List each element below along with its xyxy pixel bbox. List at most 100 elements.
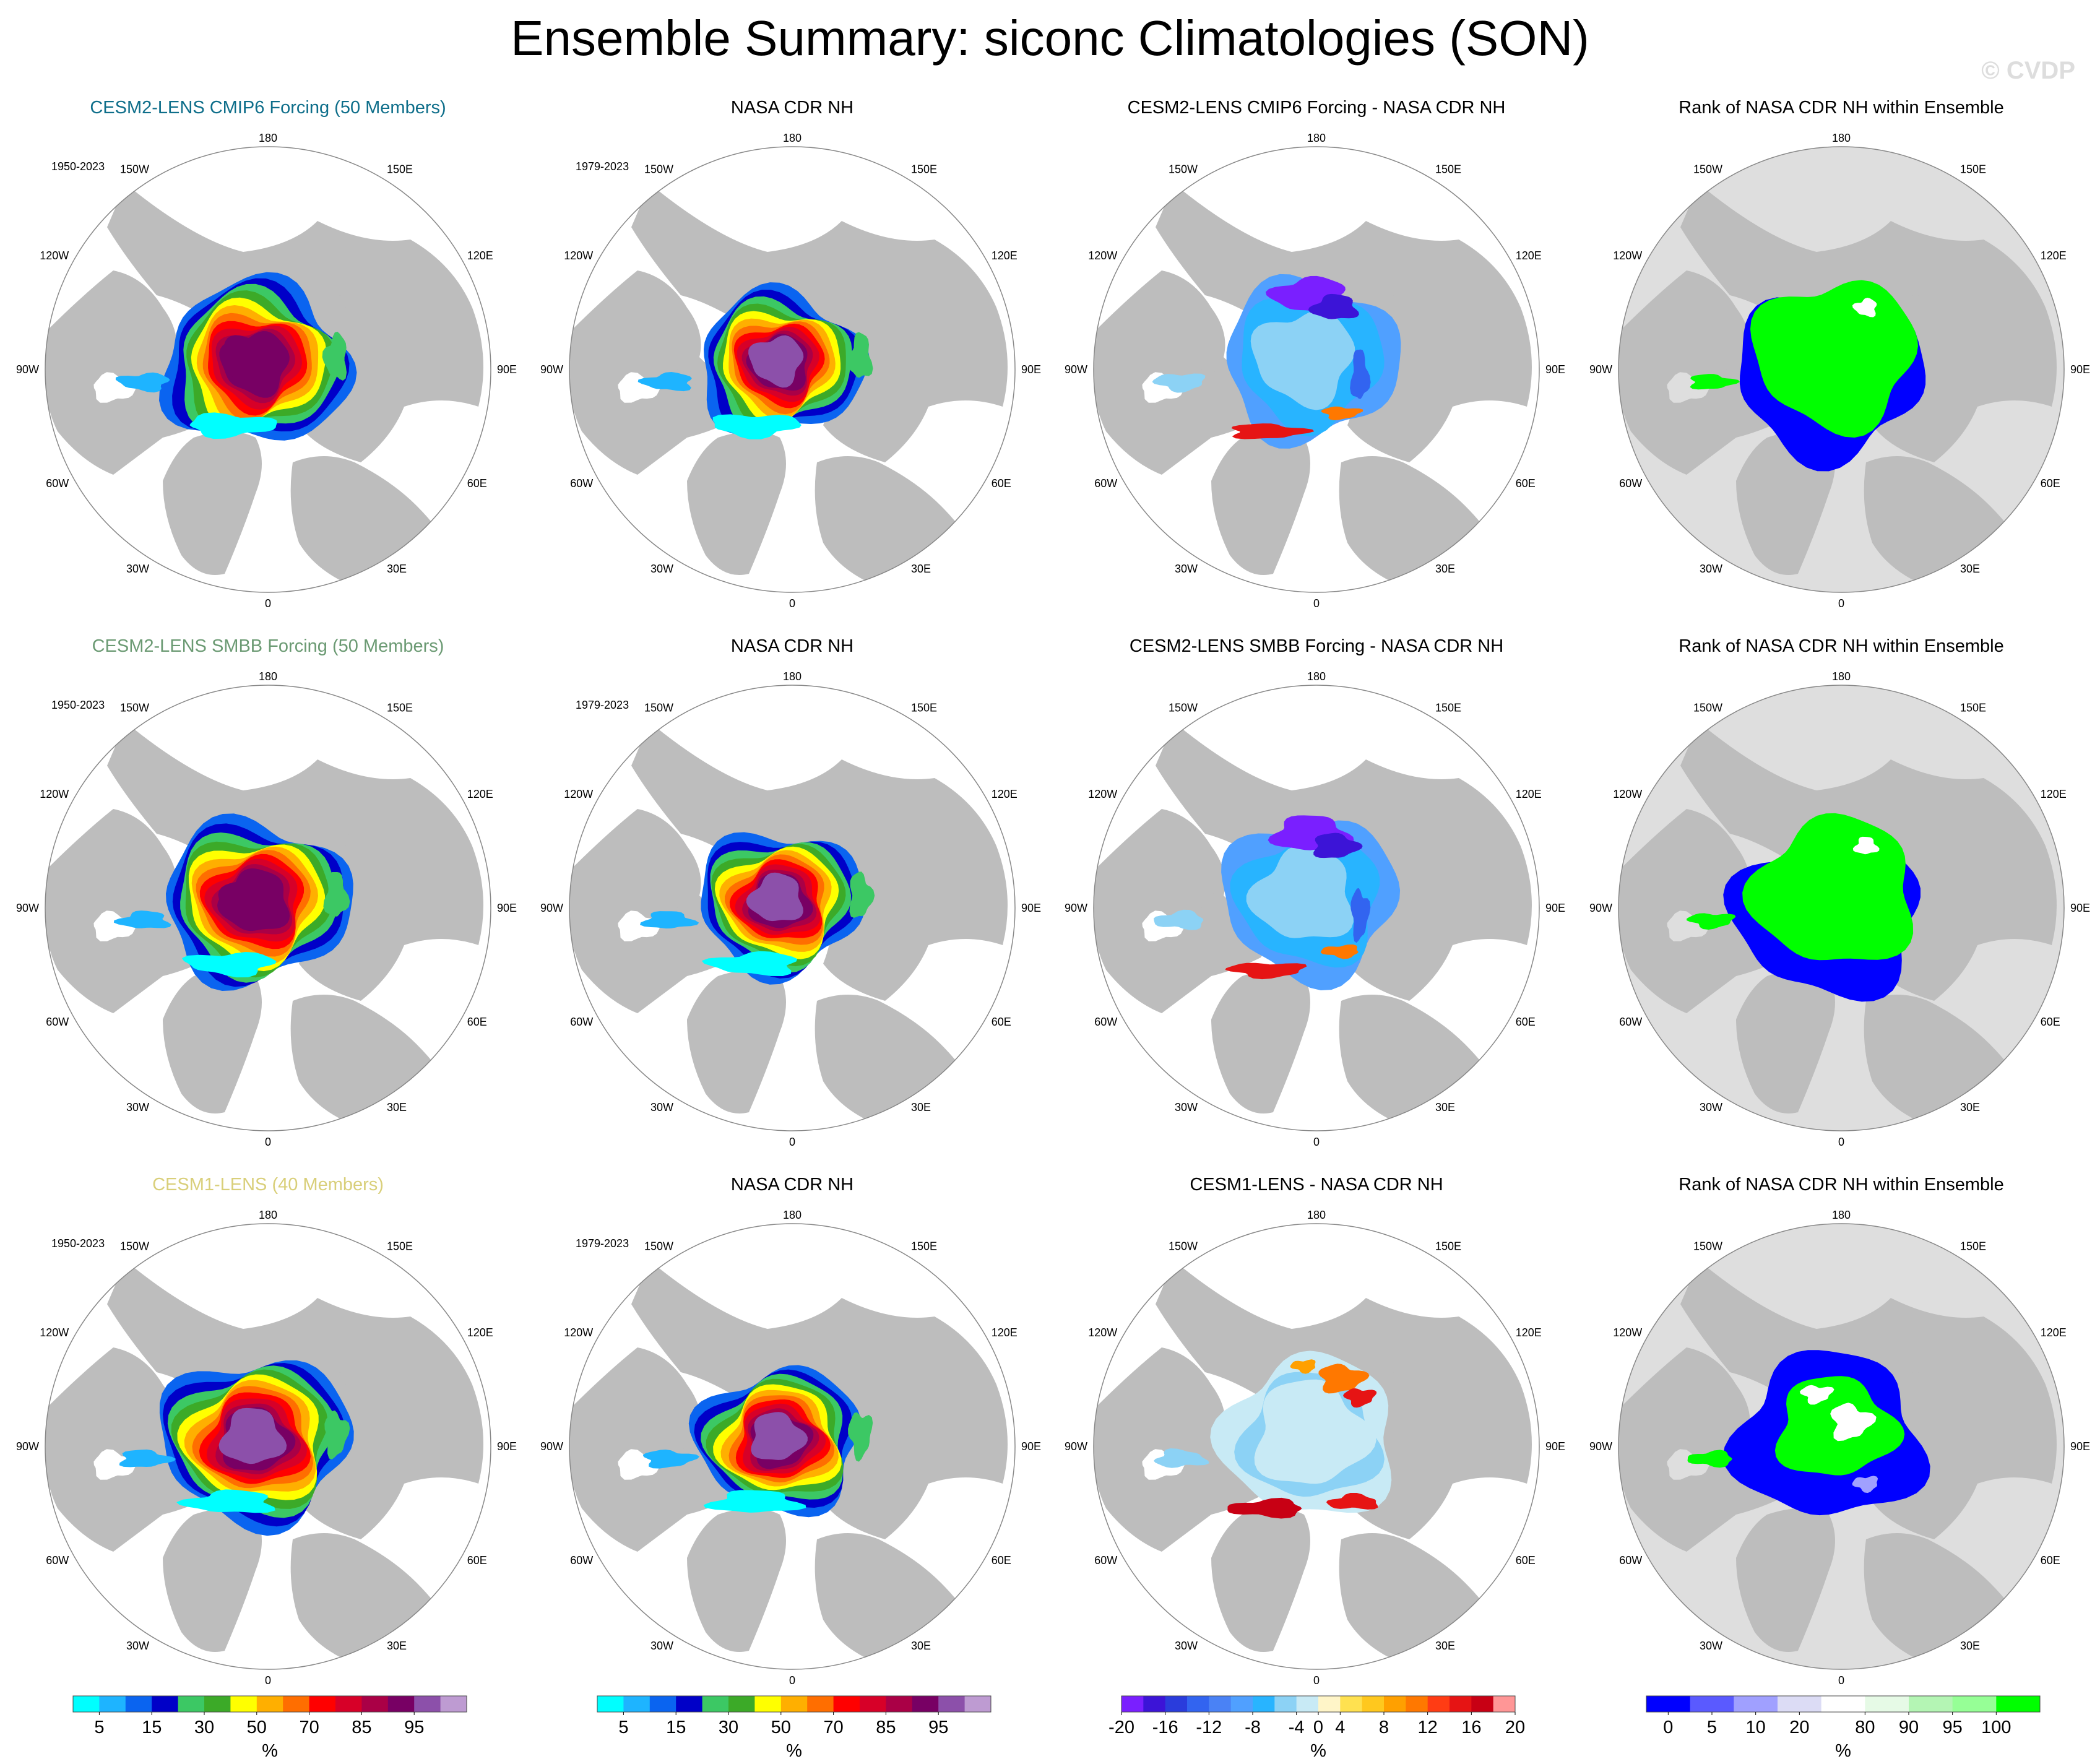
colorbar-tick-label: 20 (1505, 1718, 1525, 1737)
map-border (1093, 146, 1540, 593)
map-coord-label: 60E (1516, 1016, 1536, 1028)
colorbar-swatch (623, 1696, 650, 1712)
map-coord-label: 90E (497, 1440, 517, 1453)
map-field (45, 1261, 483, 1666)
map-coord-label: 150E (1435, 163, 1461, 175)
map-coord-label: 0 (1313, 1136, 1320, 1148)
colorbar-tick-label: -8 (1245, 1718, 1261, 1737)
colorbar-swatch (728, 1696, 755, 1712)
panel-title: CESM1-LENS - NASA CDR NH (1190, 1175, 1443, 1195)
map-coord-label: 90E (497, 363, 517, 376)
colorbar-unit: % (1310, 1741, 1326, 1761)
map-coord-label: 90W (1589, 363, 1612, 376)
map-coord-label: 0 (1838, 597, 1844, 610)
map-coord-label: 150E (911, 163, 937, 175)
map-coord-label: 30E (1960, 1640, 1980, 1652)
colorbar-tick-label: 16 (1461, 1718, 1481, 1737)
map-coord-label: 90W (16, 363, 39, 376)
colorbar-tick-label: 95 (1943, 1718, 1963, 1737)
map-coord-label: 90W (16, 902, 39, 914)
map-coord-label: 60W (570, 1016, 593, 1028)
colorbar-tick-label: 100 (1981, 1718, 2011, 1737)
year-range-label: 1950-2023 (51, 699, 105, 711)
map-coord-label: 150E (1435, 1240, 1461, 1252)
colorbar-unit: % (1835, 1741, 1851, 1761)
map-coord-label: 30E (387, 1101, 407, 1113)
colorbar: 0 5 10 20 80 90 95 100% (1646, 1695, 2041, 1761)
colorbar-swatch (860, 1696, 886, 1712)
map-coord-label: 30E (911, 563, 931, 575)
map-coord-label: 90E (497, 902, 517, 914)
panel-title: Rank of NASA CDR NH within Ensemble (1679, 98, 2004, 118)
panel-title: CESM2-LENS CMIP6 Forcing - NASA CDR NH (1127, 98, 1506, 118)
colorbar-tick-label: 10 (1746, 1718, 1766, 1737)
panel-title: NASA CDR NH (730, 1175, 854, 1195)
colorbar-tick-label: 95 (928, 1718, 948, 1737)
map-coord-label: 90W (1589, 902, 1612, 914)
map-coord-label: 120W (564, 1326, 593, 1339)
map-coord-label: 150E (1960, 701, 1986, 714)
map-coord-label: 150W (644, 1240, 673, 1252)
map-coord-label: 0 (789, 1674, 795, 1687)
map-coord-label: 120W (40, 1326, 69, 1339)
map-coord-label: 0 (1313, 597, 1320, 610)
map-coord-label: 60W (1094, 1554, 1117, 1567)
polar-map: 180 0 150W 150E 120W 120E 90W 90E 60W 60E 30W 30E 19… (540, 670, 1041, 1148)
map-coord-label: 120W (40, 249, 69, 262)
watermark-logo: © CVDP (1981, 57, 2075, 84)
colorbar-swatch (152, 1696, 179, 1712)
map-coord-label: 90W (540, 1440, 563, 1453)
map-coord-label: 30E (911, 1640, 931, 1652)
panel-title: CESM2-LENS SMBB Forcing (50 Members) (92, 636, 444, 656)
map-coord-label: 30E (387, 1640, 407, 1652)
colorbar-swatch (1821, 1696, 1865, 1712)
colorbar-tick-label: 5 (1707, 1718, 1717, 1737)
colorbar-tick-label: -12 (1196, 1718, 1222, 1737)
map-coord-label: 150W (644, 701, 673, 714)
map-coord-label: 120E (467, 1326, 493, 1339)
colorbar-swatch (886, 1696, 913, 1712)
map-coord-label: 30E (1960, 563, 1980, 575)
map-coord-label: 60W (46, 477, 69, 490)
map-coord-label: 180 (1832, 132, 1851, 144)
colorbar-swatch (807, 1696, 834, 1712)
colorbar-swatch (1952, 1696, 1997, 1712)
panel-title: Rank of NASA CDR NH within Ensemble (1679, 1175, 2004, 1195)
polar-map: 180 0 150W 150E 120W 120E 90W 90E 60W 60E 30W 30E (1589, 132, 2090, 610)
map-coord-label: 0 (789, 597, 795, 610)
colorbar-swatch (99, 1696, 126, 1712)
map-coord-label: 120E (1516, 788, 1542, 800)
colorbar-swatch (1427, 1696, 1450, 1712)
colorbar-swatch (833, 1696, 860, 1712)
colorbar-tick-label: 90 (1899, 1718, 1919, 1737)
map-coord-label: 120W (564, 788, 593, 800)
panel-title: CESM2-LENS CMIP6 Forcing (50 Members) (90, 98, 446, 118)
map-coord-label: 60E (2041, 1016, 2060, 1028)
colorbar-tick-label: 95 (404, 1718, 424, 1737)
map-coord-label: 120E (467, 249, 493, 262)
map-coord-label: 0 (1838, 1136, 1844, 1148)
map-coord-label: 30E (911, 1101, 931, 1113)
colorbar-tick-label: -20 (1108, 1718, 1134, 1737)
map-coord-label: 90E (1021, 902, 1041, 914)
map-coord-label: 60E (467, 477, 487, 490)
map-coord-label: 0 (265, 1674, 271, 1687)
map-coord-label: 0 (1838, 1674, 1844, 1687)
map-coord-label: 60W (46, 1554, 69, 1567)
map-coord-label: 120W (1613, 788, 1642, 800)
map-coord-label: 60E (992, 477, 1011, 490)
colorbar-swatch (1143, 1696, 1166, 1712)
colorbar-tick-label: 5 (618, 1718, 628, 1737)
colorbar-swatch (1646, 1696, 1691, 1712)
map-coord-label: 30W (650, 1101, 673, 1113)
map-coord-label: 120W (1088, 249, 1117, 262)
colorbar-swatch (1187, 1696, 1209, 1712)
map-coord-label: 30E (1435, 1640, 1455, 1652)
colorbar-swatch (1253, 1696, 1275, 1712)
map-field (1618, 1261, 2057, 1666)
map-coord-label: 30W (1175, 1640, 1198, 1652)
colorbar-tick-label: 15 (666, 1718, 686, 1737)
polar-map: 180 0 150W 150E 120W 120E 90W 90E 60W 60E 30W 30E 19… (16, 670, 517, 1148)
map-coord-label: 150W (120, 1240, 149, 1252)
colorbar-tick-label: 4 (1335, 1718, 1345, 1737)
